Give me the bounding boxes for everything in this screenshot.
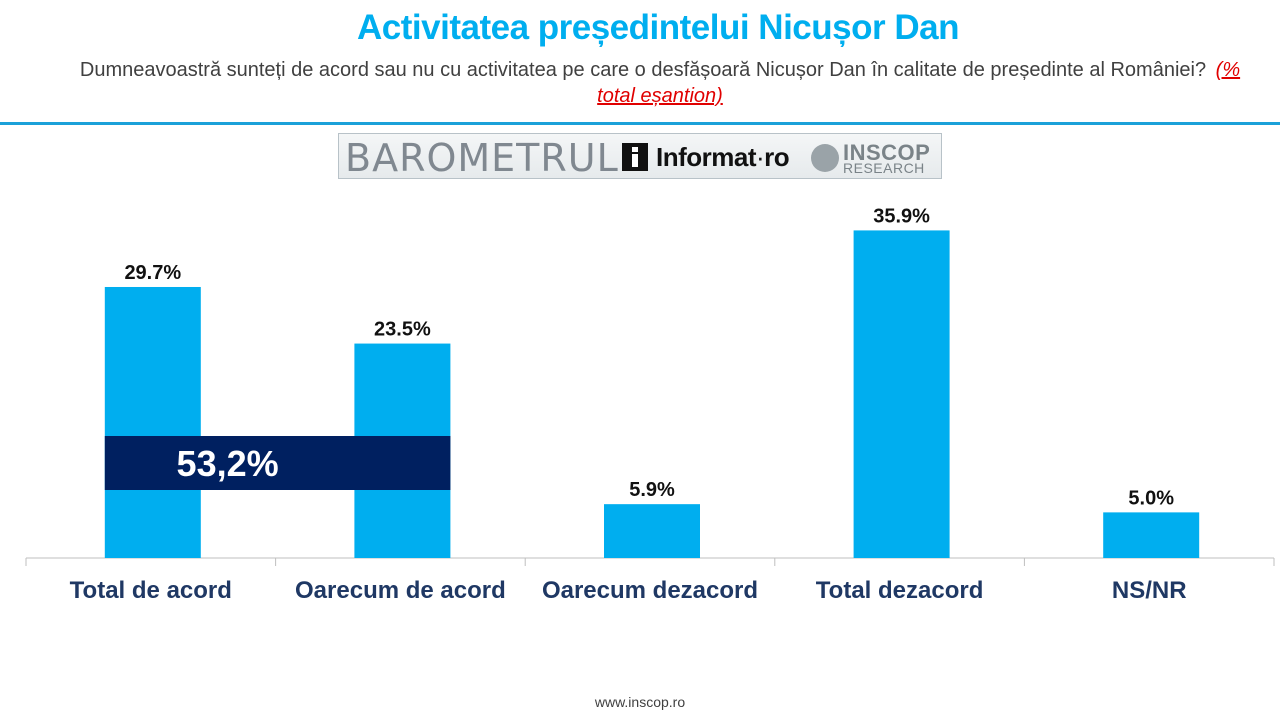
category-label-3: Total dezacord [816, 577, 984, 604]
inscop-logo-subtext: RESEARCH [843, 160, 925, 176]
inscop-logo: INSCOP RESEARCH [809, 138, 939, 176]
header-divider [0, 122, 1280, 125]
category-label-0: Total de acord [70, 577, 232, 604]
partner-logo-band: BAROMETRUL Informat·ro INSCOP RESEARCH [338, 133, 942, 180]
bar-0 [104, 286, 201, 558]
data-label-0: 29.7% [124, 262, 181, 284]
informat-logo-suffix: ro [764, 141, 790, 172]
bar-2 [604, 504, 700, 558]
inscop-logo-icon [811, 144, 839, 172]
category-label-2: Oarecum dezacord [542, 577, 758, 604]
data-label-4: 5.0% [1128, 487, 1174, 509]
informat-logo-text: Informat [656, 141, 757, 172]
data-label-1: 23.5% [374, 319, 431, 341]
data-label-3: 35.9% [873, 205, 930, 227]
data-label-2: 5.9% [629, 479, 675, 501]
chart-subtitle: Dumneavoastră sunteți de acord sau nu cu… [60, 57, 1260, 109]
subtitle-note: (% total eșantion) [597, 59, 1241, 107]
subtitle-question: Dumneavoastră sunteți de acord sau nu cu… [79, 59, 1207, 81]
sum-highlight-label: 53,2% [177, 443, 279, 484]
category-label-4: NS/NR [1112, 577, 1187, 604]
inscop-logo-text: INSCOP [843, 140, 931, 165]
informat-logo: Informat·ro [622, 140, 790, 174]
bar-3 [853, 230, 950, 558]
footer-url[interactable]: www.inscop.ro [594, 694, 686, 710]
chart-title: Activitatea președintelui Nicușor Dan [357, 8, 959, 47]
informat-logo-icon [622, 143, 648, 171]
category-label-1: Oarecum de acord [295, 577, 506, 604]
sum-highlight-box [104, 436, 451, 490]
barometrul-logo: BAROMETRUL [345, 136, 619, 180]
bar-4 [1103, 512, 1200, 558]
